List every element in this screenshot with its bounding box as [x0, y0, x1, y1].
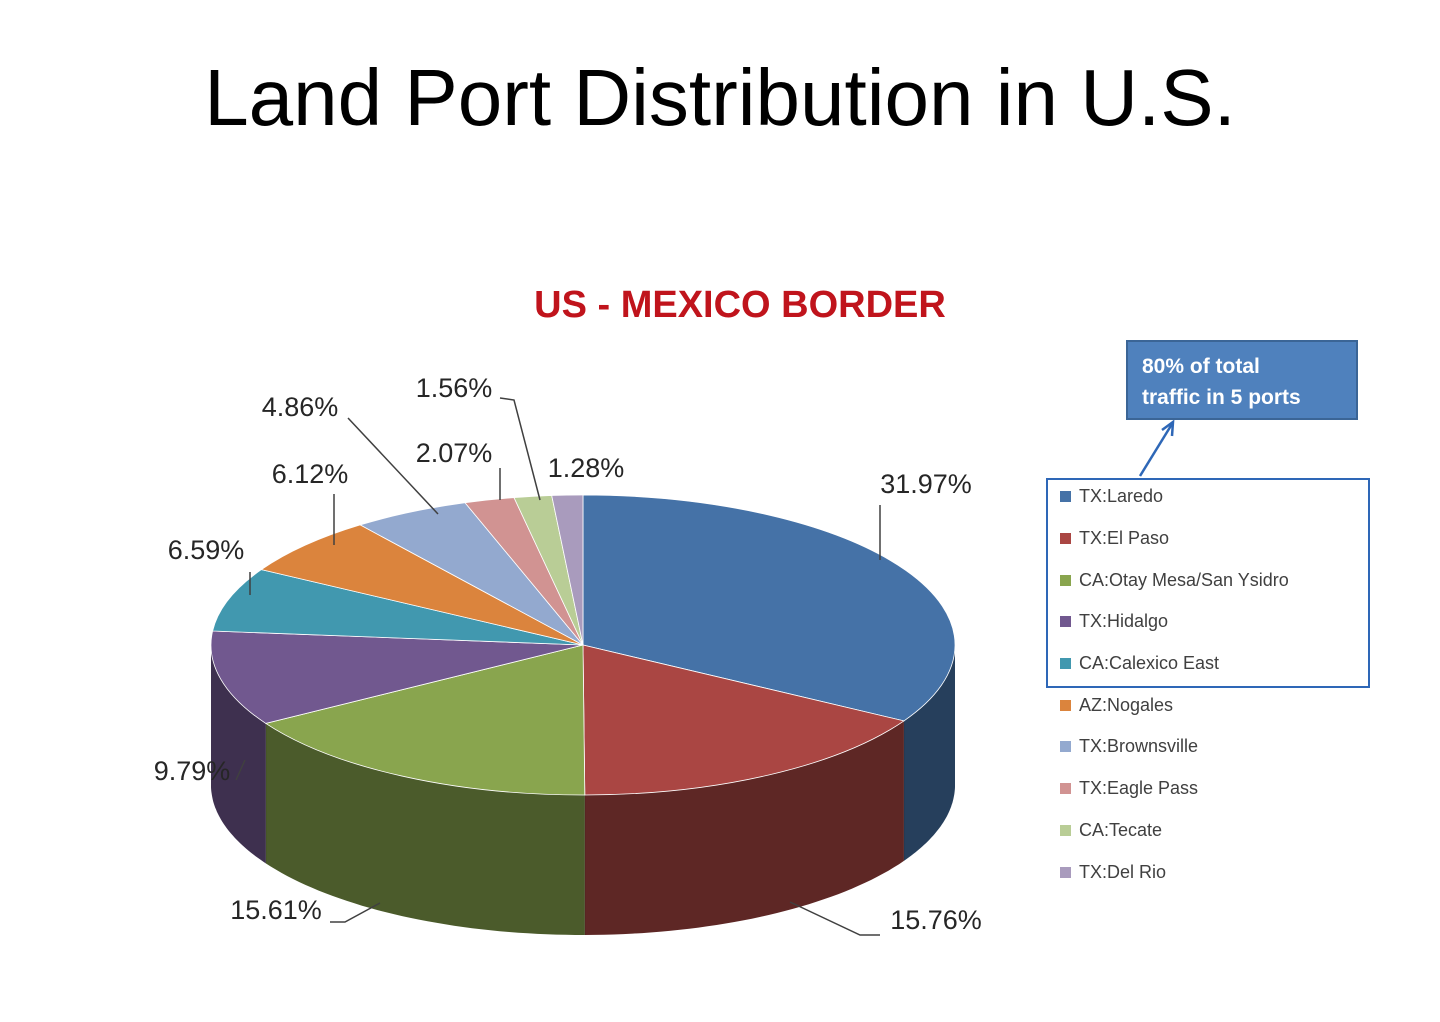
pie-slice-5 — [260, 524, 584, 646]
data-label-8: 1.56% — [416, 373, 493, 403]
data-label-3: 9.79% — [154, 756, 231, 786]
legend-label: CA:Tecate — [1079, 819, 1163, 840]
chart-title: US - MEXICO BORDER — [534, 284, 946, 326]
legend: TX:Laredo TX:El Paso CA:Otay Mesa/San Ysid… — [1060, 476, 1289, 893]
data-label-2: 15.61% — [230, 895, 322, 925]
legend-item: CA:Tecate — [1060, 810, 1289, 852]
pie-slice-0 — [582, 494, 956, 722]
callout-arrow — [1138, 423, 1174, 477]
legend-label: TX:Laredo — [1079, 486, 1164, 507]
legend-swatch — [1060, 741, 1071, 753]
legend-swatch — [1060, 491, 1071, 503]
data-label-7: 2.07% — [416, 438, 493, 468]
pie-slice-2 — [264, 644, 586, 796]
leader-line-1 — [789, 901, 880, 936]
legend-label: TX:Hidalgo — [1079, 611, 1169, 632]
legend-item: AZ:Nogales — [1060, 684, 1289, 726]
pie-slice-4 — [212, 569, 584, 646]
legend-swatch — [1060, 533, 1071, 545]
data-label-4: 6.59% — [168, 535, 245, 565]
legend-item: TX:Brownsville — [1060, 726, 1289, 768]
callout-arrow-head — [1161, 419, 1175, 437]
legend-label: CA:Otay Mesa/San Ysidro — [1079, 569, 1289, 590]
pie-top — [210, 494, 956, 796]
callout-box: 80% of total traffic in 5 ports — [1126, 340, 1358, 420]
legend-item: TX:Laredo — [1060, 476, 1289, 518]
leader-line-3 — [235, 759, 246, 781]
callout-line-2: traffic in 5 ports — [1142, 386, 1301, 409]
legend-swatch — [1060, 658, 1071, 670]
pie-sides — [211, 645, 955, 935]
legend-item: TX:El Paso — [1060, 518, 1289, 560]
slide-title: Land Port Distribution in U.S. — [204, 53, 1236, 142]
legend-label: TX:El Paso — [1079, 528, 1170, 549]
legend-swatch — [1060, 783, 1071, 795]
pie-side-0 — [903, 645, 955, 861]
legend-label: CA:Calexico East — [1079, 653, 1220, 674]
legend-label: TX:Brownsville — [1079, 736, 1199, 757]
legend-label: TX:Del Rio — [1079, 861, 1167, 882]
pie-side-2 — [265, 723, 585, 935]
legend-swatch — [1060, 866, 1071, 878]
pie-side-3 — [211, 645, 266, 864]
pie-slice-3 — [210, 630, 584, 724]
pie-labels: 31.97% 15.76% 15.61% 9.79% 6.59% 6.12% 4.86% 2.… — [154, 373, 982, 935]
pie-side-1 — [584, 720, 904, 935]
legend-label: TX:Eagle Pass — [1079, 778, 1199, 799]
legend-item: TX:Eagle Pass — [1060, 768, 1289, 810]
legend-item: TX:Del Rio — [1060, 851, 1289, 893]
legend-item: TX:Hidalgo — [1060, 601, 1289, 643]
leader-line-2 — [330, 902, 381, 923]
leader-line-8 — [499, 397, 541, 501]
data-label-5: 6.12% — [272, 459, 349, 489]
legend-item: CA:Calexico East — [1060, 643, 1289, 685]
pie-slice-1 — [582, 644, 905, 796]
pie-slice-9 — [551, 494, 584, 646]
data-label-9: 1.28% — [548, 453, 625, 483]
top-five-highlight-box — [1046, 478, 1370, 688]
legend-swatch — [1060, 616, 1071, 628]
legend-swatch — [1060, 574, 1071, 586]
data-label-0: 31.97% — [880, 469, 972, 499]
data-label-6: 4.86% — [262, 392, 339, 422]
leader-line-6 — [347, 417, 439, 515]
pie-leaders — [235, 397, 881, 936]
legend-label: AZ:Nogales — [1079, 694, 1174, 715]
legend-item: CA:Otay Mesa/San Ysidro — [1060, 559, 1289, 601]
legend-swatch — [1060, 824, 1071, 836]
legend-swatch — [1060, 699, 1071, 711]
callout-line-1: 80% of total — [1142, 355, 1260, 378]
data-label-1: 15.76% — [890, 905, 982, 935]
